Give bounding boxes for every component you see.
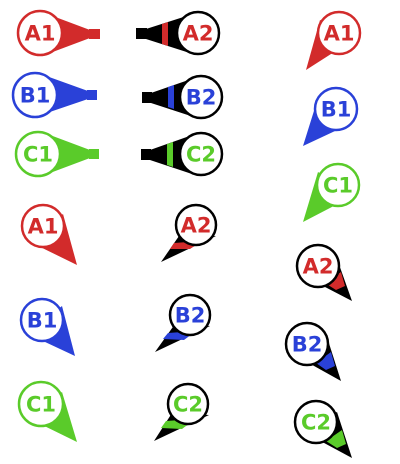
marker-b2-horizontal: B2 <box>142 74 224 120</box>
marker-c1-pin-right-label: C1 <box>323 174 353 198</box>
marker-b1-pin-left-label: B1 <box>27 309 58 333</box>
marker-a1-horizontal-head <box>16 9 64 57</box>
marker-c1-horizontal-label: C1 <box>23 143 53 167</box>
marker-a1-pin-right-head <box>316 10 362 56</box>
marker-c2-pin-right: C2 <box>293 399 352 458</box>
marker-b2-pin-right-stripe <box>316 352 335 370</box>
marker-c1-pin-right-head <box>315 162 361 208</box>
marker-c2-horizontal-tip <box>141 149 151 160</box>
marker-b2-pin-right-label: B2 <box>292 333 323 357</box>
marker-a2-pin-right-stripe <box>325 272 345 290</box>
marker-c2-horizontal: C2 <box>141 131 224 177</box>
marker-a2-pin-right-label: A2 <box>303 255 334 279</box>
marker-c2-pin-middle: C2 <box>154 382 210 441</box>
marker-b1-pin-left: B1 <box>19 297 75 356</box>
marker-b1-horizontal: B1 <box>11 71 97 119</box>
marker-a1-horizontal-label: A1 <box>25 22 56 46</box>
marker-c2-pin-right-label: C2 <box>301 411 331 435</box>
marker-b1-horizontal-tip <box>87 90 97 100</box>
marker-b2-pin-right-head <box>284 321 330 367</box>
marker-a2-horizontal-stripe <box>162 22 168 46</box>
marker-c2-pin-right-stripe <box>326 430 346 448</box>
marker-a2-horizontal-tip <box>136 28 147 39</box>
marker-b2-pin-middle-label: B2 <box>175 304 206 328</box>
marker-b2-horizontal-tip <box>142 92 152 103</box>
marker-b2-pin-right: B2 <box>284 321 341 381</box>
marker-a2-pin-middle-label: A2 <box>181 214 212 238</box>
marker-c1-pin-right: C1 <box>303 162 361 222</box>
marker-b1-horizontal-label: B1 <box>20 84 51 108</box>
marker-c1-pin-left: C1 <box>17 380 77 442</box>
marker-b1-pin-right: B1 <box>303 86 359 146</box>
marker-a1-pin-right-label: A1 <box>324 22 355 46</box>
marker-a1-horizontal: A1 <box>16 9 100 57</box>
marker-b1-horizontal-head <box>11 71 59 119</box>
marker-c2-pin-middle-label: C2 <box>173 393 203 417</box>
marker-c2-pin-middle-head <box>166 382 210 426</box>
marker-a1-pin-left-head <box>20 203 66 249</box>
marker-c1-pin-left-head <box>17 380 65 428</box>
marker-a2-horizontal-label: A2 <box>183 22 214 46</box>
marker-b2-horizontal-stripe <box>168 85 174 109</box>
marker-c1-pin-left-label: C1 <box>26 393 56 417</box>
marker-c1-horizontal: C1 <box>14 130 99 178</box>
marker-b2-horizontal-head <box>178 74 224 120</box>
marker-c2-horizontal-head <box>178 131 224 177</box>
marker-a2-horizontal-head <box>175 10 221 56</box>
marker-c1-horizontal-head <box>14 130 62 178</box>
marker-a1-horizontal-tip <box>89 29 100 39</box>
marker-c2-horizontal-label: C2 <box>186 143 216 167</box>
marker-c2-horizontal-stripe <box>167 142 173 167</box>
marker-a2-pin-right-head <box>295 243 341 289</box>
marker-a2-pin-middle-head <box>174 203 218 247</box>
marker-c2-pin-right-head <box>293 399 339 445</box>
marker-b2-pin-middle-head <box>168 293 212 337</box>
marker-a2-pin-middle: A2 <box>161 203 218 262</box>
marker-a1-pin-right: A1 <box>306 10 362 70</box>
marker-a2-horizontal: A2 <box>136 10 221 56</box>
marker-a1-pin-left-label: A1 <box>28 215 59 239</box>
marker-b2-pin-middle: B2 <box>155 293 212 352</box>
marker-b2-horizontal-label: B2 <box>186 86 217 110</box>
marker-b1-pin-left-head <box>19 297 65 343</box>
marker-a2-pin-right: A2 <box>295 243 352 301</box>
marker-b1-pin-right-label: B1 <box>321 98 352 122</box>
marker-a1-pin-left: A1 <box>20 203 77 265</box>
marker-b1-pin-right-head <box>313 86 359 132</box>
marker-c1-horizontal-tip <box>89 149 99 159</box>
